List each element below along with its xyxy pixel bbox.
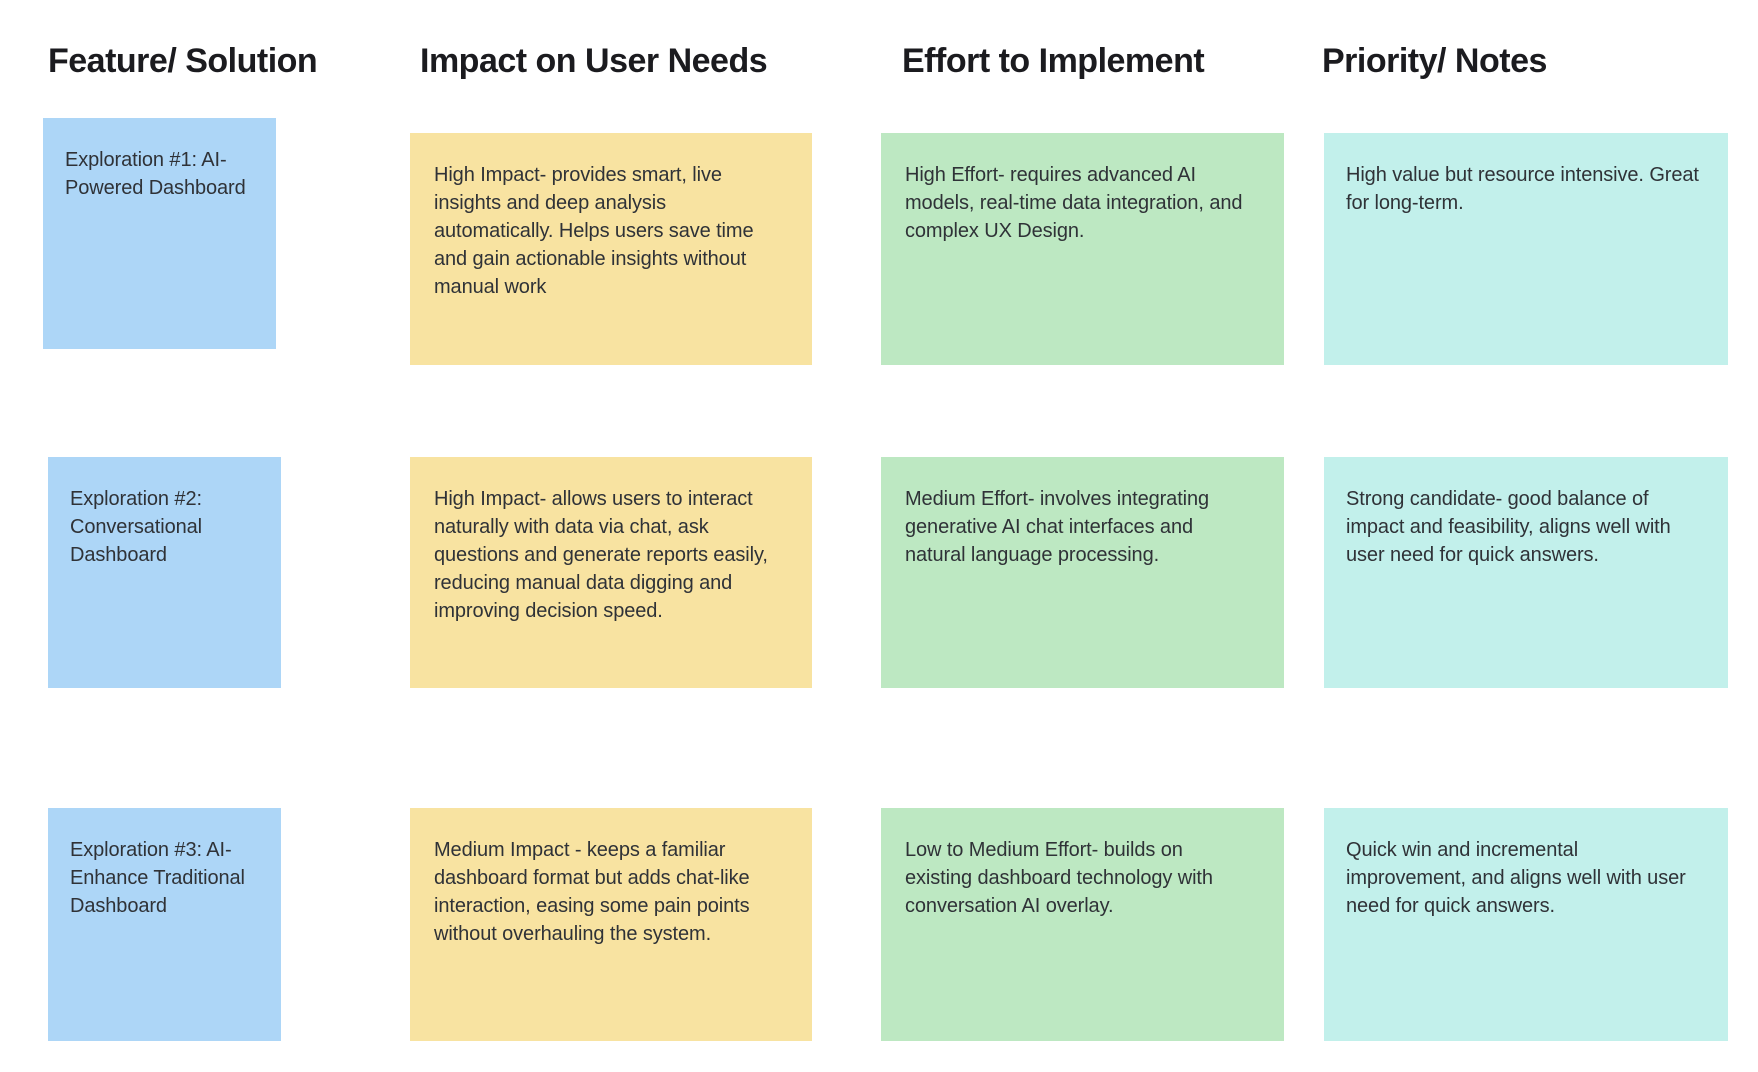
column-header-effort: Effort to Implement — [902, 42, 1205, 80]
sticky-note-impact-3[interactable]: Medium Impact - keeps a familiar dashboa… — [410, 808, 812, 1041]
sticky-note-priority-2[interactable]: Strong candidate- good balance of impact… — [1324, 457, 1728, 688]
sticky-note-priority-3[interactable]: Quick win and incremental improvement, a… — [1324, 808, 1728, 1041]
sticky-note-priority-1[interactable]: High value but resource intensive. Great… — [1324, 133, 1728, 365]
sticky-note-effort-1[interactable]: High Effort- requires advanced AI models… — [881, 133, 1284, 365]
column-header-impact: Impact on User Needs — [420, 42, 768, 80]
sticky-note-feature-1[interactable]: Exploration #1: AI- Powered Dashboard — [43, 118, 276, 349]
column-header-feature: Feature/ Solution — [48, 42, 318, 80]
sticky-note-feature-2[interactable]: Exploration #2: Conversational Dashboard — [48, 457, 281, 688]
column-header-priority: Priority/ Notes — [1322, 42, 1547, 80]
sticky-note-effort-3[interactable]: Low to Medium Effort- builds on existing… — [881, 808, 1284, 1041]
sticky-note-impact-2[interactable]: High Impact- allows users to interact na… — [410, 457, 812, 688]
sticky-note-effort-2[interactable]: Medium Effort- involves integrating gene… — [881, 457, 1284, 688]
sticky-note-impact-1[interactable]: High Impact- provides smart, live insigh… — [410, 133, 812, 365]
sticky-note-feature-3[interactable]: Exploration #3: AI- Enhance Traditional … — [48, 808, 281, 1041]
